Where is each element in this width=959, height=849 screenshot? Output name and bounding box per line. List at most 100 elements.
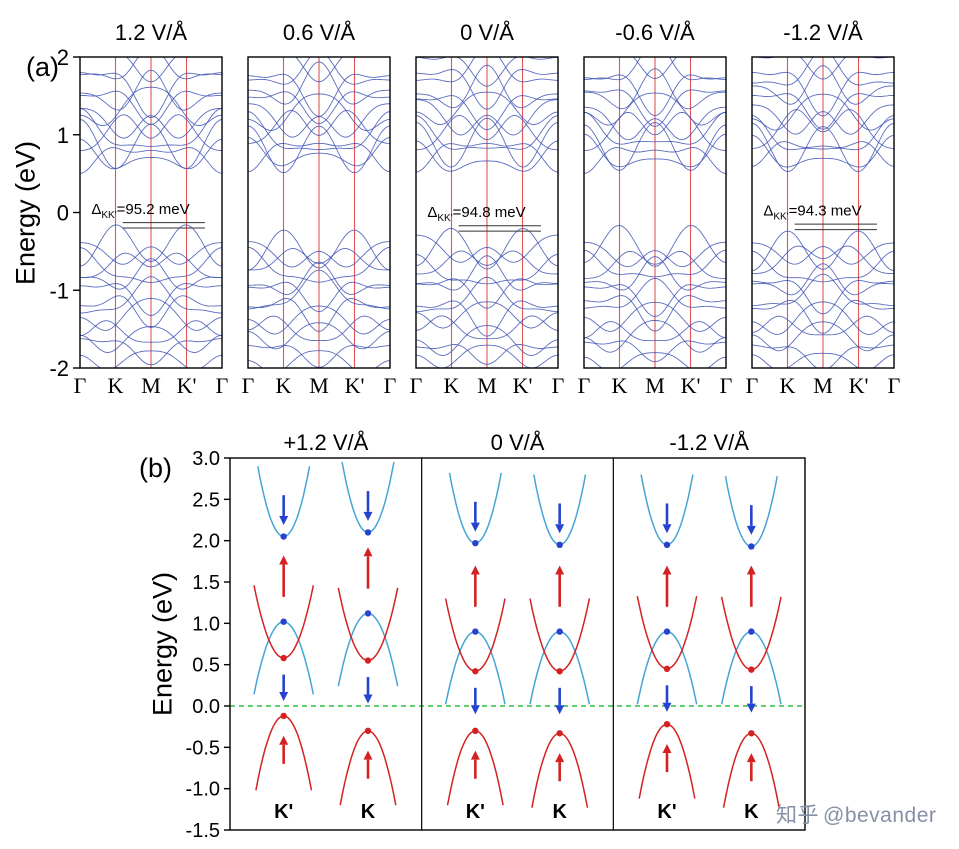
splitting-label: ΔKK'=94.3 meV: [763, 203, 861, 223]
band-curve: [248, 350, 390, 368]
x-tick-label: Γ: [888, 373, 901, 398]
band-curve: [752, 109, 894, 149]
band-curve: [752, 141, 894, 167]
panel-border: [751, 56, 895, 369]
band-curve: [80, 295, 222, 328]
band-curve: [248, 281, 390, 313]
x-tick-label: K': [513, 373, 533, 398]
lens-top-dot: [280, 618, 287, 625]
spin-up-arrow-head: [363, 750, 373, 760]
x-tick-label: M: [645, 373, 665, 398]
band-curve: [584, 106, 726, 141]
band-curve: [584, 241, 726, 268]
valley-label: K': [657, 801, 676, 823]
valley-panel: 0 V/Å K' K: [421, 430, 591, 830]
band-curve: [248, 246, 390, 283]
band-curve: [416, 278, 558, 309]
band-panel: -0.6 V/ÅΓ K M K' Γ: [578, 20, 733, 398]
band-curve: [248, 142, 390, 173]
lens-top-dot: [364, 610, 372, 617]
band-curve: [295, 57, 343, 83]
field-title: -0.6 V/Å: [615, 20, 695, 45]
lens-bottom-dot: [748, 666, 755, 673]
band-curve: [416, 276, 558, 313]
band-curve: [752, 273, 894, 307]
splitting-annotation: ΔKK'=94.8 meV: [427, 204, 541, 232]
band-curve: [80, 247, 222, 283]
band-curve: [416, 325, 558, 356]
conduction-min-dot: [556, 541, 563, 548]
band-curve: [416, 64, 558, 109]
x-tick-label: K': [681, 373, 701, 398]
field-title: 0 V/Å: [460, 20, 514, 45]
x-tick-label: K: [444, 373, 460, 398]
band-panel: 1.2 V/ÅΓ K M K' Γ: [74, 20, 229, 398]
band-curve: [416, 91, 558, 125]
y-tick-label: -1.5: [186, 820, 220, 842]
splitting-annotation: ΔKK'=95.2 meV: [91, 201, 205, 229]
band-curve: [584, 92, 726, 126]
band-curve: [752, 71, 894, 117]
band-curve: [752, 315, 894, 336]
band-curve: [752, 299, 894, 334]
band-curve: [584, 74, 726, 117]
spin-up-arrow-head: [470, 750, 480, 760]
band-curve: [752, 230, 894, 272]
panel-a: 210-1-21.2 V/ÅΓ K M K' Γ0.6 V/ÅΓ K M K' Γ0 V/ÅΓ K…: [49, 20, 900, 398]
spin-up-arrow-head: [279, 735, 289, 745]
band-curve: [584, 147, 726, 174]
lens-bottom-dot: [556, 668, 563, 675]
spin-up-arrow-head: [662, 565, 672, 575]
splitting-label: ΔKK'=95.2 meV: [91, 201, 189, 221]
band-curve: [416, 250, 558, 275]
band-curve: [80, 258, 222, 290]
band-curve: [416, 300, 558, 337]
spin-down-arrow-head: [363, 511, 373, 521]
band-curve: [80, 147, 222, 174]
band-panel: -1.2 V/ÅΓ K M K' Γ: [746, 20, 901, 398]
band-curve: [416, 95, 558, 131]
x-tick-label: K: [612, 373, 628, 398]
valley-label: K': [274, 801, 293, 823]
band-curve: [416, 140, 558, 172]
x-tick-label: K: [108, 373, 124, 398]
valence-max-dot: [280, 712, 287, 720]
band-curve: [416, 234, 558, 263]
band-curve: [584, 340, 726, 363]
band-curve: [584, 321, 726, 342]
lens-top-dot: [663, 628, 671, 635]
panel-border: [229, 457, 806, 831]
spin-up-arrow-head: [555, 753, 565, 763]
band-curve: [416, 301, 558, 329]
spin-down-arrow-head: [279, 515, 289, 525]
y-tick-label: -2: [49, 356, 69, 381]
band-curve: [584, 277, 726, 309]
band-curve: [248, 111, 390, 151]
band-curve: [416, 69, 558, 110]
x-tick-label: K': [345, 373, 365, 398]
y-tick-label: 0: [57, 201, 69, 226]
band-curve: [248, 57, 390, 85]
band-curve: [416, 255, 558, 291]
band-curve: [248, 298, 390, 332]
x-tick-label: M: [477, 373, 497, 398]
panel-b: 3.0 2.5 2.0 1.5 1.0 0.5 0.0 -0.5 -1.0 -1.5 +1.2 V/…: [186, 430, 806, 842]
watermark-handle: @bevander: [823, 804, 937, 827]
panel-border: [583, 56, 727, 369]
band-curve: [584, 256, 726, 291]
spin-up-arrow-head: [746, 753, 756, 763]
valley-label: K: [744, 801, 759, 823]
y-tick-label: 3.0: [192, 448, 220, 470]
spin-down-arrow-head: [662, 524, 672, 534]
spin-down-arrow-head: [555, 524, 565, 534]
band-curve: [248, 241, 390, 268]
conduction-min-dot: [748, 543, 755, 550]
band-curve: [584, 111, 726, 151]
band-curve: [752, 321, 894, 352]
y-tick-label: 0.0: [192, 696, 220, 718]
x-tick-label: Γ: [384, 373, 397, 398]
x-tick-label: M: [309, 373, 329, 398]
spin-down-arrow-head: [470, 705, 480, 715]
y-tick-label: -1: [49, 278, 69, 303]
band-curve: [752, 245, 894, 275]
